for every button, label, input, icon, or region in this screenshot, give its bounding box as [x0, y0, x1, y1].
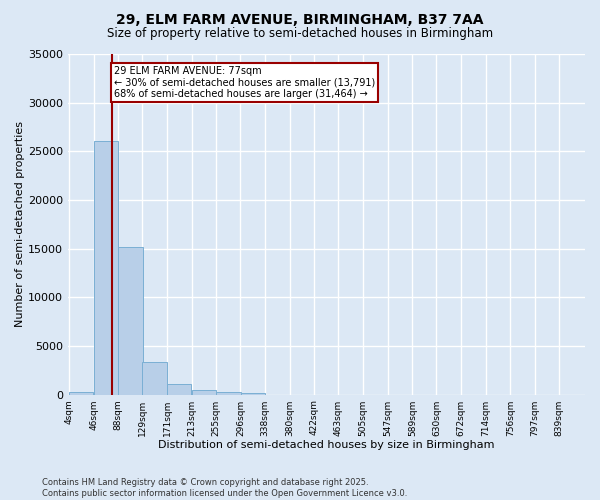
Text: Contains HM Land Registry data © Crown copyright and database right 2025.
Contai: Contains HM Land Registry data © Crown c…: [42, 478, 407, 498]
Text: Size of property relative to semi-detached houses in Birmingham: Size of property relative to semi-detach…: [107, 28, 493, 40]
Text: 29 ELM FARM AVENUE: 77sqm
← 30% of semi-detached houses are smaller (13,791)
68%: 29 ELM FARM AVENUE: 77sqm ← 30% of semi-…: [113, 66, 375, 99]
Bar: [142, 362, 167, 394]
Bar: [118, 246, 143, 394]
Bar: [167, 384, 191, 394]
Bar: [192, 390, 216, 394]
Bar: [241, 393, 265, 394]
Bar: [217, 392, 241, 394]
X-axis label: Distribution of semi-detached houses by size in Birmingham: Distribution of semi-detached houses by …: [158, 440, 494, 450]
Bar: [69, 392, 94, 394]
Y-axis label: Number of semi-detached properties: Number of semi-detached properties: [15, 122, 25, 328]
Bar: [94, 140, 118, 394]
Text: 29, ELM FARM AVENUE, BIRMINGHAM, B37 7AA: 29, ELM FARM AVENUE, BIRMINGHAM, B37 7AA: [116, 12, 484, 26]
